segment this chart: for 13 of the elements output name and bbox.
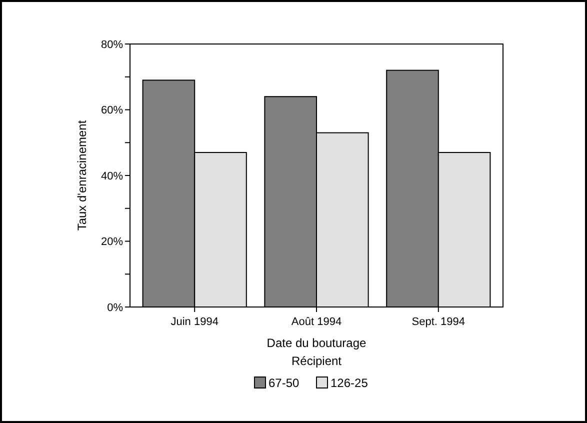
y-axis-title: Taux d'enracinement [75, 120, 89, 231]
x-axis-title: Date du bouturage [266, 336, 367, 350]
y-tick-label: 0% [107, 302, 124, 314]
y-tick-label: 60% [100, 104, 124, 117]
x-tick-label: Août 1994 [291, 316, 342, 328]
x-tick-label: Juin 1994 [170, 316, 218, 328]
legend-label: 126-25 [330, 376, 368, 390]
legend-label: 67-50 [268, 376, 300, 390]
y-tick-label: 80% [100, 38, 124, 51]
y-tick-label: 40% [100, 170, 124, 182]
legend-title: Récipient [291, 354, 342, 368]
x-tick-label: Sept. 1994 [412, 316, 466, 328]
y-tick-label: 20% [100, 236, 124, 248]
